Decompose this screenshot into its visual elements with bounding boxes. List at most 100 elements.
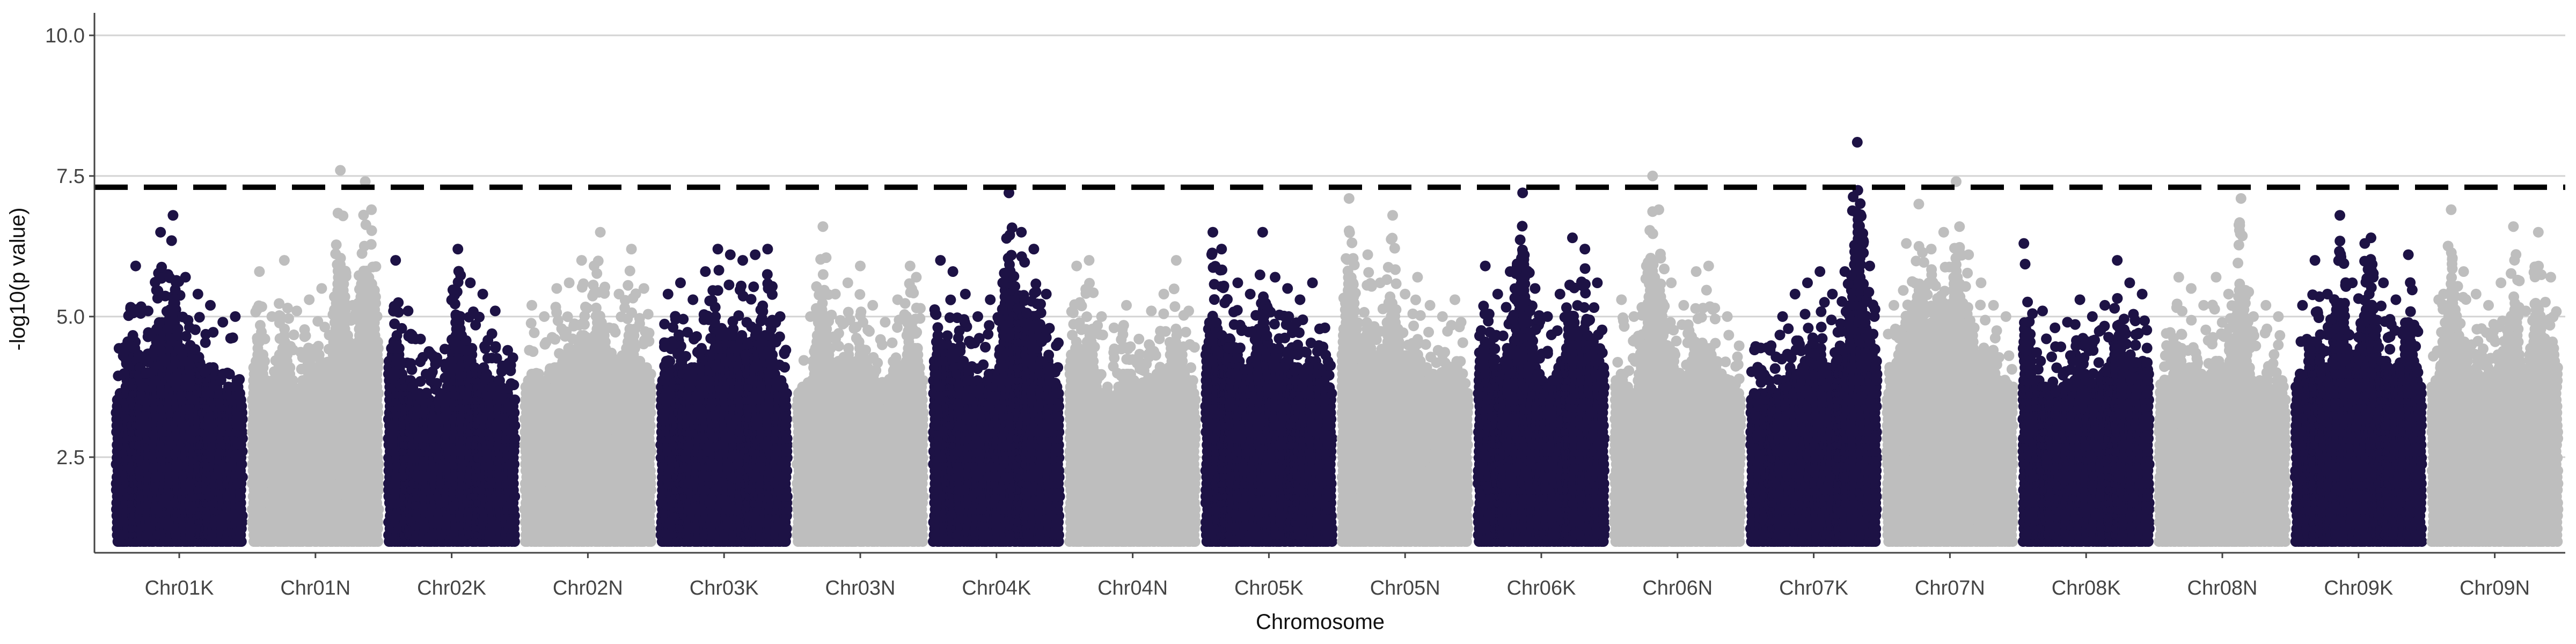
data-point: [285, 341, 296, 352]
data-point-peak: [130, 260, 141, 272]
data-point: [189, 344, 201, 355]
data-point: [287, 375, 298, 386]
data-point-peak: [254, 266, 265, 277]
data-point-peak: [446, 356, 457, 367]
data-point: [284, 362, 296, 374]
data-points: [111, 137, 2564, 547]
data-point: [474, 311, 485, 323]
data-point-column: [371, 336, 384, 547]
data-point: [140, 353, 151, 364]
data-point: [340, 270, 352, 282]
data-point: [259, 333, 270, 345]
data-point: [353, 270, 364, 281]
data-point: [370, 261, 382, 272]
data-point-peak: [205, 299, 216, 311]
data-point: [254, 320, 266, 331]
data-point: [393, 297, 404, 308]
data-point-peak: [452, 244, 464, 255]
data-point: [342, 330, 353, 341]
data-point: [200, 328, 211, 340]
data-point: [354, 284, 365, 295]
data-point: [479, 341, 491, 352]
data-point: [225, 333, 236, 344]
chromosome-block-chr01k: [111, 210, 248, 547]
data-point: [339, 291, 350, 303]
data-point: [288, 329, 299, 340]
data-point-peak: [167, 210, 179, 221]
data-point-peak: [465, 277, 476, 288]
data-point: [396, 323, 407, 334]
data-point: [269, 366, 280, 377]
chromosome-block-chr02n: [519, 226, 657, 547]
data-point: [150, 276, 161, 288]
data-point: [296, 363, 307, 375]
data-point: [283, 313, 294, 324]
data-point-peak: [415, 333, 426, 345]
data-point: [143, 327, 154, 338]
data-point: [415, 376, 426, 387]
data-point: [129, 306, 140, 317]
data-point: [194, 312, 205, 323]
data-point-peak: [335, 165, 346, 176]
data-point-peak: [402, 305, 414, 317]
data-point: [189, 324, 201, 335]
data-point: [460, 335, 472, 346]
data-point-peak: [489, 305, 501, 317]
data-point: [406, 364, 418, 375]
data-point-peak: [217, 317, 229, 328]
data-point-peak: [347, 299, 358, 311]
data-point: [447, 284, 458, 296]
data-point-peak: [477, 288, 488, 299]
data-point-peak: [291, 305, 302, 317]
data-point-peak: [180, 272, 191, 283]
data-point: [450, 309, 462, 320]
data-point: [494, 375, 505, 386]
data-point: [235, 394, 246, 406]
data-point: [496, 366, 507, 377]
data-point: [295, 347, 306, 358]
data-point: [327, 309, 339, 320]
data-point: [338, 210, 349, 222]
data-point-peak: [316, 283, 327, 294]
data-point-peak: [155, 226, 166, 238]
data-point: [366, 225, 377, 236]
data-point: [199, 367, 210, 378]
data-point: [372, 336, 383, 348]
data-point: [421, 387, 432, 399]
data-point: [415, 356, 426, 367]
data-point-peak: [192, 288, 203, 299]
data-point: [509, 394, 521, 406]
data-point: [274, 333, 286, 344]
data-point: [324, 330, 335, 341]
data-point: [393, 343, 405, 354]
data-point: [347, 364, 358, 375]
data-point-peak: [230, 311, 241, 322]
data-point: [455, 324, 466, 335]
data-point: [322, 356, 333, 368]
data-point: [166, 235, 177, 246]
data-point: [172, 324, 184, 335]
data-point: [455, 269, 466, 281]
data-point: [258, 349, 269, 361]
data-point-peak: [304, 294, 315, 305]
data-point: [313, 340, 324, 352]
data-point: [486, 328, 497, 339]
data-point-peak: [279, 255, 290, 266]
data-point: [508, 379, 519, 391]
data-point: [162, 269, 173, 280]
data-point: [330, 248, 341, 260]
data-point-column: [507, 394, 521, 547]
data-point: [371, 311, 383, 322]
data-point: [177, 311, 188, 323]
data-point: [274, 298, 285, 309]
data-point: [358, 240, 370, 252]
data-point-peak: [390, 255, 401, 266]
data-point: [113, 370, 124, 382]
data-point: [270, 355, 281, 366]
data-point: [369, 285, 380, 296]
data-point: [313, 352, 324, 363]
data-point-peak: [266, 311, 277, 322]
data-point-peak: [366, 204, 377, 215]
data-point: [486, 353, 497, 364]
